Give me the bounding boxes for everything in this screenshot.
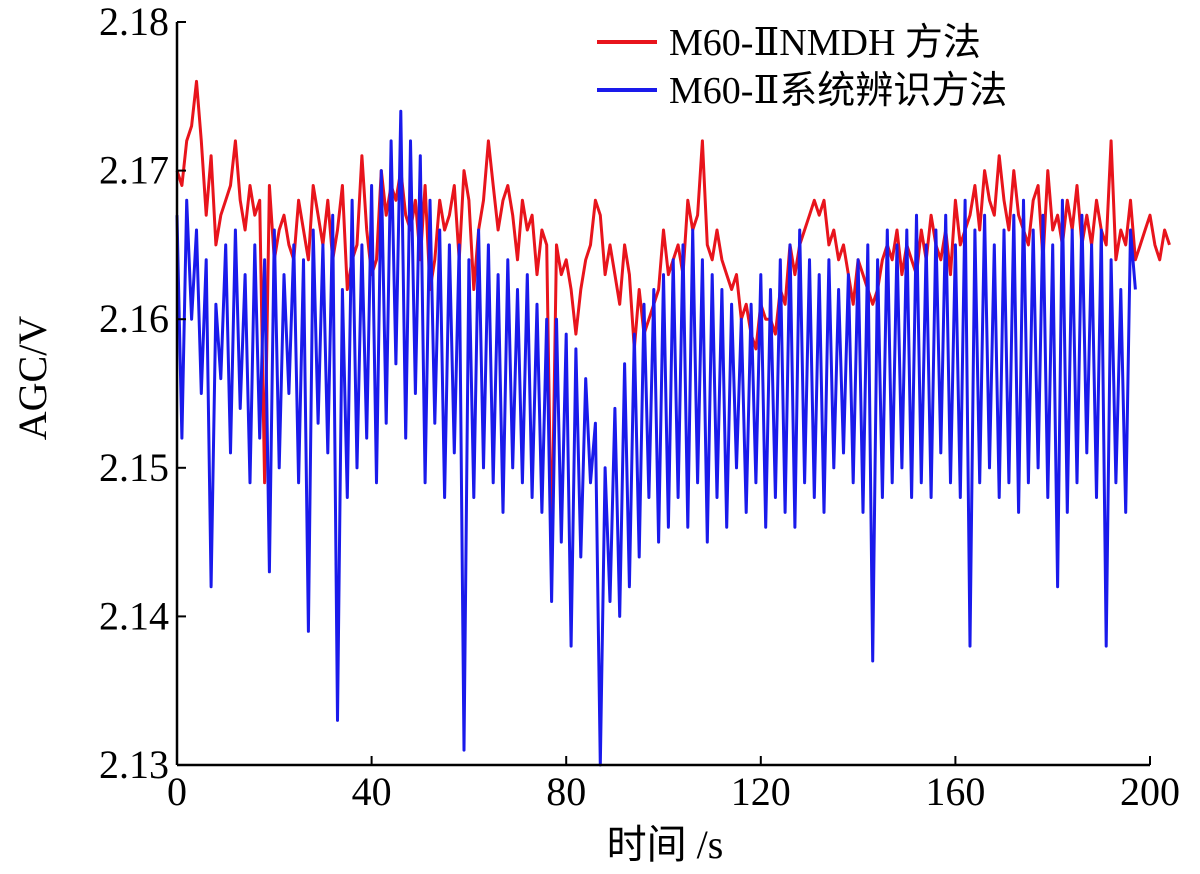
x-axis-title: 时间 /s: [607, 822, 724, 867]
y-tick-label: 2.15: [99, 445, 169, 490]
series-layer: [175, 79, 1171, 767]
x-tick-labels: 0 40 80 120 160 200: [167, 769, 1180, 814]
y-tick-label: 2.14: [99, 593, 169, 638]
y-axis-title: AGC/V: [10, 316, 55, 441]
legend-label-2: M60-Ⅱ系统辨识方法: [669, 70, 1007, 112]
y-tick-label: 2.16: [99, 296, 169, 341]
legend-label-1: M60-ⅡNMDH 方法: [669, 22, 981, 64]
y-tick-label: 2.17: [99, 148, 169, 193]
y-tick-label: 2.18: [99, 0, 169, 44]
y-tick-label: 2.13: [99, 742, 169, 787]
x-tick-label: 40: [352, 769, 392, 814]
series-line-2: [175, 109, 1137, 767]
x-tick-label: 80: [546, 769, 586, 814]
x-tick-label: 120: [731, 769, 791, 814]
y-tick-labels: 2.13 2.14 2.15 2.16 2.17 2.18: [99, 0, 169, 787]
x-tick-label: 0: [167, 769, 187, 814]
x-tick-label: 160: [925, 769, 985, 814]
x-tick-label: 200: [1120, 769, 1180, 814]
legend: M60-ⅡNMDH 方法 M60-Ⅱ系统辨识方法: [597, 22, 1007, 112]
axes-layer: [175, 21, 1151, 767]
